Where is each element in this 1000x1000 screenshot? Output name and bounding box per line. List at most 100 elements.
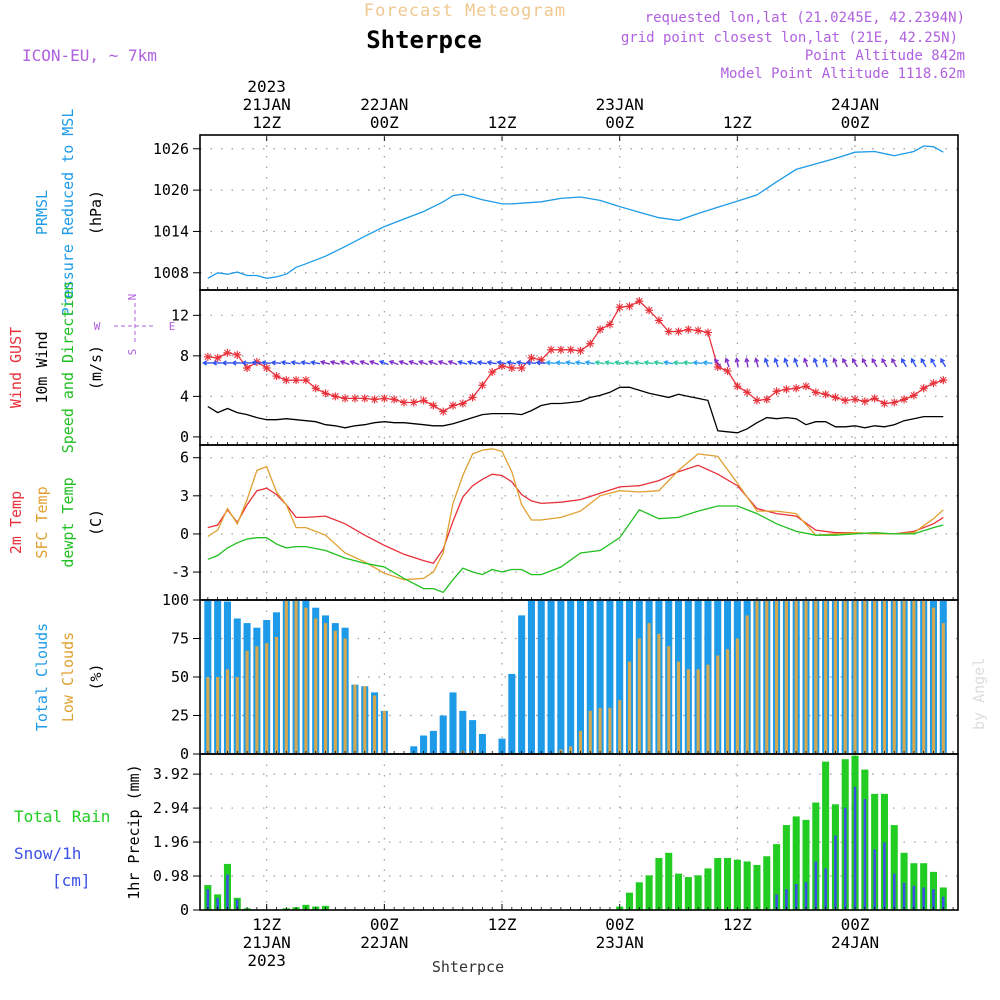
wind-arrow-head — [525, 360, 531, 366]
wind-arrow — [545, 360, 556, 366]
wind-arrow — [280, 360, 291, 366]
gust-point — [664, 327, 673, 336]
total-cloud-bar — [606, 600, 614, 754]
wind-arrow — [476, 360, 487, 366]
bottom-time-label: 12Z — [252, 915, 281, 934]
top-time-label: 22JAN — [360, 95, 408, 114]
low-cloud-bar — [775, 600, 779, 754]
gust-point — [782, 385, 791, 394]
wind-arrow-head — [812, 357, 818, 363]
low-cloud-bar — [784, 600, 788, 754]
gust-point — [694, 326, 703, 335]
low-cloud-bar — [833, 600, 837, 754]
wind-arrow — [910, 357, 917, 368]
gust-marker-d2 — [420, 397, 427, 404]
gust-marker-d2 — [802, 382, 810, 390]
gust-point — [772, 387, 781, 396]
gust-point — [360, 394, 369, 403]
snow-bar — [206, 889, 210, 910]
wind-arrow-head — [734, 357, 740, 363]
total-cloud-bar — [557, 600, 565, 754]
gust-point — [909, 391, 918, 400]
gust-point — [547, 345, 556, 354]
y-axis-label: dewpt Temp — [59, 477, 77, 567]
y-axis-label: Wind GUST — [7, 327, 25, 408]
compass-w: W — [94, 320, 101, 333]
wind-arrow — [832, 357, 838, 368]
wind-arrow-head — [260, 360, 267, 366]
wind-arrow-head — [842, 357, 847, 364]
gust-marker-d2 — [665, 328, 673, 335]
gust-marker-d2 — [812, 388, 820, 396]
gust-marker-d2 — [704, 329, 712, 336]
wind-arrow — [682, 360, 693, 366]
wind-arrow-head — [783, 357, 789, 363]
gust-point — [635, 297, 644, 306]
snow-bar — [804, 882, 808, 910]
precip-panel: 0 0.98 1.96 2.94 3.92 1hr Precip (mm) Total Ra… — [14, 753, 959, 919]
gust-marker-d2 — [606, 321, 614, 328]
wind-arrow — [754, 357, 760, 368]
snow-bar — [824, 868, 827, 910]
wind-arrow — [803, 357, 809, 368]
rain-bar — [724, 858, 732, 910]
precip-legend-item: [cm] — [52, 871, 91, 890]
gust-point — [448, 401, 457, 410]
pressure-series-line — [207, 145, 944, 279]
wind-arrow — [447, 359, 458, 366]
wind-arrow — [270, 360, 282, 366]
low-cloud-bar — [304, 607, 308, 754]
wind-arrow-shaft — [271, 361, 282, 365]
bottom-time-label: 24JAN — [831, 933, 879, 952]
wind-arrow — [506, 360, 517, 366]
rain-bar — [763, 856, 771, 910]
total-cloud-bar — [616, 600, 624, 754]
gust-point — [831, 393, 840, 402]
wind-arrow — [920, 357, 927, 368]
wind-arrow — [418, 359, 429, 366]
wind-arrow-head — [633, 360, 639, 366]
wind-arrow-head — [662, 360, 669, 366]
wind-arrow-shaft — [428, 360, 438, 366]
y-tick-label: 12 — [171, 306, 189, 324]
gust-marker-d2 — [204, 353, 212, 361]
wind-arrow-shaft — [419, 360, 429, 366]
temp-series-line — [207, 464, 944, 564]
gust-point — [752, 396, 761, 405]
wind-arrow — [822, 357, 828, 368]
wind-arrow-shaft — [330, 361, 340, 365]
snow-bar — [892, 873, 896, 910]
wind-arrow-shaft — [755, 358, 759, 368]
snow-bar — [902, 882, 906, 910]
y-axis-label: Total Clouds — [33, 623, 51, 731]
y-tick-label: 3 — [180, 487, 189, 505]
total-cloud-bar — [508, 673, 516, 754]
supertitle: Forecast Meteogram — [364, 1, 566, 21]
gust-marker-d2 — [292, 376, 300, 384]
gust-point — [851, 395, 860, 404]
wind-arrow-head — [418, 359, 424, 365]
precip-legend-item: Snow/1h — [14, 844, 81, 863]
wind-arrow — [793, 357, 799, 368]
gust-point — [243, 364, 252, 373]
wind-arrow — [300, 360, 311, 366]
gust-marker-d2 — [508, 364, 516, 372]
total-cloud-bar — [459, 710, 467, 754]
y-axis-label: (hPa) — [87, 190, 105, 235]
gust-marker-d2 — [939, 376, 947, 384]
wind-arrow — [535, 360, 546, 366]
snow-bar — [942, 896, 945, 910]
pressure-frame — [199, 134, 959, 291]
y-tick-label: 1014 — [153, 222, 189, 240]
wind-arrow — [564, 360, 576, 366]
y-tick-label: 1008 — [153, 264, 189, 282]
wind-arrow-head — [378, 359, 385, 365]
wind-arrow — [633, 360, 644, 366]
page-title: Shterpce — [366, 26, 482, 54]
y-tick-label: 1026 — [153, 140, 189, 158]
top-time-label: 23JAN — [596, 95, 644, 114]
gust-point — [890, 398, 899, 407]
precip-legend-item: Total Rain — [14, 807, 110, 826]
gust-point — [615, 303, 624, 312]
y-tick-label: 0.98 — [153, 867, 189, 885]
